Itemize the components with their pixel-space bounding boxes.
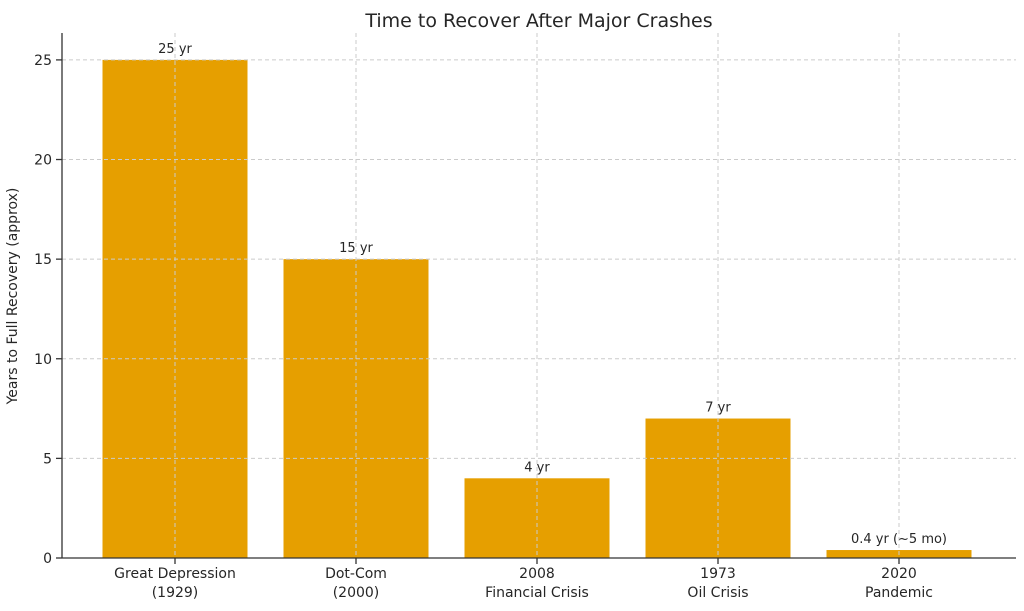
- x-tick-label: (1929): [152, 585, 199, 601]
- y-tick-label: 15: [34, 252, 52, 268]
- x-tick-label: Financial Crisis: [485, 585, 589, 601]
- bar-value-label: 25 yr: [158, 42, 192, 57]
- bar-value-label: 4 yr: [524, 460, 550, 475]
- bar-value-label: 15 yr: [339, 241, 373, 256]
- x-tick-label: Pandemic: [865, 585, 933, 601]
- x-tick-label: Great Depression: [114, 566, 236, 582]
- y-tick-label: 25: [34, 53, 52, 69]
- y-tick-label: 5: [43, 451, 52, 467]
- x-tick-label: Dot-Com: [325, 566, 387, 582]
- y-tick-label: 20: [34, 153, 52, 169]
- bar-value-label: 7 yr: [705, 401, 731, 416]
- x-tick-label: 2020: [881, 566, 917, 582]
- x-tick-label: (2000): [333, 585, 380, 601]
- plot-area: 0 5 10 15 20 25 Great Depression (1929) Dot-Com (…: [34, 33, 1016, 601]
- bar: [283, 259, 429, 558]
- chart-title: Time to Recover After Major Crashes: [364, 10, 712, 32]
- y-axis-label: Years to Full Recovery (approx): [5, 188, 21, 406]
- y-tick-label: 10: [34, 352, 52, 368]
- bar-value-label: 0.4 yr (~5 mo): [851, 532, 947, 547]
- x-tick-label: 1973: [700, 566, 736, 582]
- y-tick-label: 0: [43, 551, 52, 567]
- x-tick-label: 2008: [519, 566, 555, 582]
- x-tick-label: Oil Crisis: [687, 585, 748, 601]
